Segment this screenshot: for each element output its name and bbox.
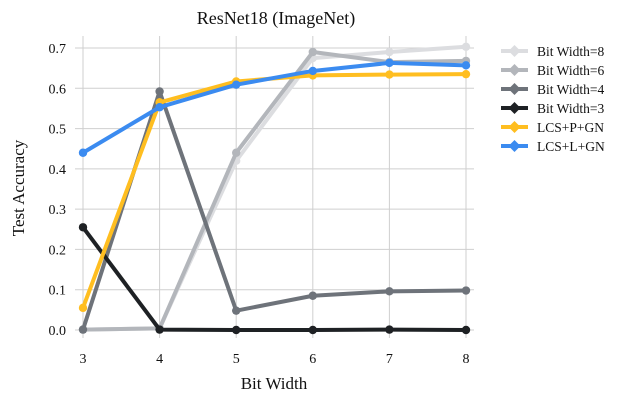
series-3	[78, 223, 471, 335]
data-point	[155, 325, 164, 334]
legend-label: Bit Width=4	[537, 82, 604, 97]
legend-label: Bit Width=3	[537, 101, 604, 116]
legend-item: LCS+P+GN	[501, 120, 604, 135]
y-axis-label: Test Accuracy	[9, 139, 28, 236]
data-point	[385, 70, 394, 79]
data-point	[385, 325, 394, 334]
data-point	[308, 291, 317, 300]
data-point	[78, 325, 88, 334]
legend-swatch-marker	[508, 64, 521, 76]
y-tick-label: 0.3	[49, 203, 67, 218]
data-point	[308, 47, 317, 57]
x-tick-label: 8	[463, 352, 470, 367]
legend-item: Bit Width=6	[501, 63, 604, 78]
data-point	[155, 103, 164, 112]
data-point	[308, 66, 317, 76]
data-point	[155, 87, 164, 96]
y-tick-label: 0.5	[49, 123, 67, 138]
x-tick-label: 6	[309, 352, 316, 367]
data-point	[232, 148, 241, 157]
legend: Bit Width=8 Bit Width=6 Bit Width=4 Bit Wid…	[501, 44, 605, 154]
grid	[75, 36, 474, 338]
legend-label: LCS+P+GN	[537, 120, 604, 135]
data-point	[232, 80, 241, 89]
data-point	[385, 58, 394, 68]
data-point	[308, 325, 317, 335]
y-tick-label: 0.6	[49, 82, 67, 97]
legend-swatch-marker	[508, 83, 521, 95]
series-line	[81, 50, 468, 332]
series-line	[81, 44, 468, 332]
series-layer	[78, 42, 471, 335]
data-point	[385, 47, 394, 57]
x-tick-label: 5	[233, 352, 240, 367]
data-point	[78, 223, 88, 232]
legend-swatch-marker	[508, 140, 521, 152]
tick-labels: 3 4 5 6 7 8 0.0 0.1 0.2 0.3 0.4 0.5 0.6 0.7	[49, 42, 470, 367]
y-tick-label: 0.2	[49, 243, 67, 258]
y-tick-label: 0.7	[49, 42, 67, 57]
x-tick-label: 3	[80, 352, 87, 367]
series-line	[81, 60, 468, 155]
series-line	[81, 225, 468, 332]
data-point	[461, 61, 471, 70]
data-point	[232, 306, 241, 315]
y-tick-label: 0.4	[49, 163, 67, 178]
data-point	[461, 325, 471, 335]
data-point	[232, 325, 241, 335]
x-tick-label: 7	[386, 352, 393, 367]
legend-item: LCS+L+GN	[501, 139, 605, 154]
legend-item: Bit Width=3	[501, 101, 604, 116]
series-5	[78, 58, 471, 157]
y-tick-label: 0.1	[49, 284, 67, 299]
legend-label: Bit Width=8	[537, 44, 604, 59]
chart-title: ResNet18 (ImageNet)	[197, 8, 355, 29]
legend-label: LCS+L+GN	[537, 139, 605, 154]
data-point	[385, 287, 394, 296]
legend-label: Bit Width=6	[537, 63, 604, 78]
legend-swatch-marker	[508, 45, 521, 57]
legend-swatch-marker	[508, 102, 521, 114]
legend-item: Bit Width=4	[501, 82, 604, 97]
data-point	[461, 286, 471, 295]
data-point	[78, 148, 88, 157]
x-axis-label: Bit Width	[241, 374, 308, 393]
legend-item: Bit Width=8	[501, 44, 604, 59]
y-tick-label: 0.0	[49, 324, 67, 339]
x-tick-label: 4	[156, 352, 163, 367]
data-point	[461, 42, 471, 51]
series-line	[81, 89, 468, 332]
data-point	[78, 303, 88, 313]
legend-swatch-marker	[508, 121, 521, 133]
data-point	[461, 69, 471, 79]
